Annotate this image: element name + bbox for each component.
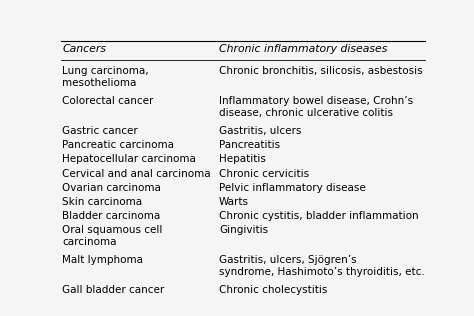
Text: Colorectal cancer: Colorectal cancer <box>62 96 154 106</box>
Text: Bladder carcinoma: Bladder carcinoma <box>62 211 160 221</box>
Text: Malt lymphoma: Malt lymphoma <box>62 255 143 265</box>
Text: Inflammatory bowel disease, Crohn’s
disease, chronic ulcerative colitis: Inflammatory bowel disease, Crohn’s dise… <box>219 96 413 118</box>
Text: Gastritis, ulcers, Sjögren’s
syndrome, Hashimoto’s thyroiditis, etc.: Gastritis, ulcers, Sjögren’s syndrome, H… <box>219 255 425 277</box>
Text: Chronic bronchitis, silicosis, asbestosis: Chronic bronchitis, silicosis, asbestosi… <box>219 66 423 76</box>
Text: Ovarian carcinoma: Ovarian carcinoma <box>62 183 161 193</box>
Text: Pancreatitis: Pancreatitis <box>219 140 280 150</box>
Text: Gingivitis: Gingivitis <box>219 225 268 235</box>
Text: Chronic cervicitis: Chronic cervicitis <box>219 168 309 179</box>
Text: Chronic cholecystitis: Chronic cholecystitis <box>219 285 328 295</box>
Text: Pelvic inflammatory disease: Pelvic inflammatory disease <box>219 183 366 193</box>
Text: Lung carcinoma,
mesothelioma: Lung carcinoma, mesothelioma <box>62 66 149 88</box>
Text: Hepatocellular carcinoma: Hepatocellular carcinoma <box>62 155 196 164</box>
Text: Gall bladder cancer: Gall bladder cancer <box>62 285 164 295</box>
Text: Gastritis, ulcers: Gastritis, ulcers <box>219 126 301 136</box>
Text: Pancreatic carcinoma: Pancreatic carcinoma <box>62 140 174 150</box>
Text: Cancers: Cancers <box>62 44 106 54</box>
Text: Warts: Warts <box>219 197 249 207</box>
Text: Hepatitis: Hepatitis <box>219 155 266 164</box>
Text: Chronic cystitis, bladder inflammation: Chronic cystitis, bladder inflammation <box>219 211 419 221</box>
Text: Oral squamous cell
carcinoma: Oral squamous cell carcinoma <box>62 225 163 247</box>
Text: Gastric cancer: Gastric cancer <box>62 126 138 136</box>
Text: Chronic inflammatory diseases: Chronic inflammatory diseases <box>219 44 387 54</box>
Text: Skin carcinoma: Skin carcinoma <box>62 197 142 207</box>
Text: Cervical and anal carcinoma: Cervical and anal carcinoma <box>62 168 211 179</box>
